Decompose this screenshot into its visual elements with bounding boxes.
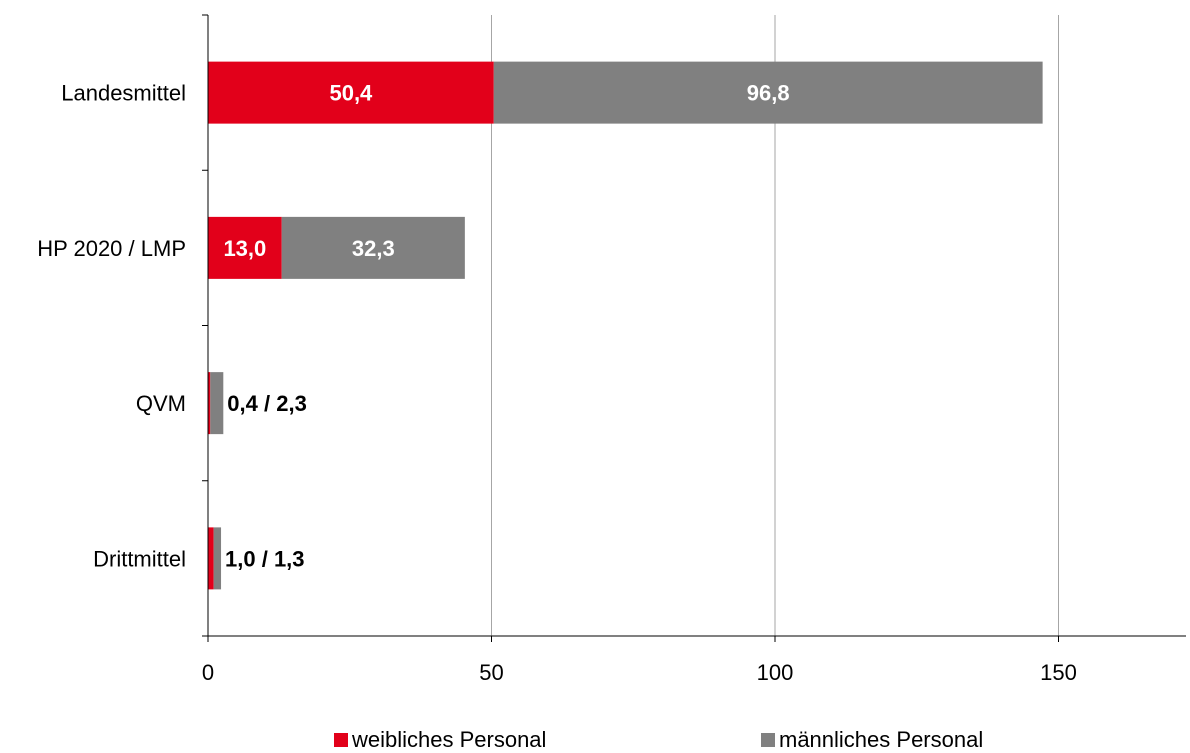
labels: 0 50 100 150 Landesmittel 50,4 96,8 HP 2020 / L… [37, 81, 1077, 685]
legend-swatch-maennlich [761, 733, 775, 747]
legend-item-weiblich: weibliches Personal [334, 727, 546, 753]
bar-maennlich-3 [213, 527, 222, 590]
data-label-0-1: 96,8 [747, 81, 790, 106]
data-label-1-1: 32,3 [352, 236, 395, 261]
category-label-2: QVM [136, 391, 186, 416]
bars [208, 61, 1043, 590]
bar-maennlich-1 [281, 216, 465, 279]
x-tick-label-50: 50 [479, 660, 503, 685]
category-label-3: Drittmittel [93, 546, 186, 571]
bar-weiblich-1 [208, 216, 282, 279]
bar-weiblich-2 [208, 372, 211, 435]
x-tick-label-100: 100 [757, 660, 794, 685]
bar-maennlich-2 [210, 372, 224, 435]
bar-weiblich-0 [208, 61, 494, 124]
bar-maennlich-0 [493, 61, 1043, 124]
data-label-0-0: 50,4 [329, 81, 373, 106]
category-label-0: Landesmittel [61, 81, 186, 106]
data-label-3: 1,0 / 1,3 [225, 546, 305, 571]
axes [202, 14, 1186, 642]
bar-weiblich-3 [208, 527, 214, 590]
legend: weibliches Personal männliches Personal [0, 727, 1190, 753]
category-label-1: HP 2020 / LMP [37, 236, 186, 261]
legend-label-maennlich: männliches Personal [779, 727, 984, 752]
data-label-1-0: 13,0 [223, 236, 266, 261]
legend-swatch-weiblich [334, 733, 348, 747]
legend-label-weiblich: weibliches Personal [352, 727, 547, 752]
data-label-2: 0,4 / 2,3 [227, 391, 307, 416]
legend-item-maennlich: männliches Personal [761, 727, 983, 753]
x-tick-label-0: 0 [202, 660, 214, 685]
x-tick-label-150: 150 [1040, 660, 1077, 685]
